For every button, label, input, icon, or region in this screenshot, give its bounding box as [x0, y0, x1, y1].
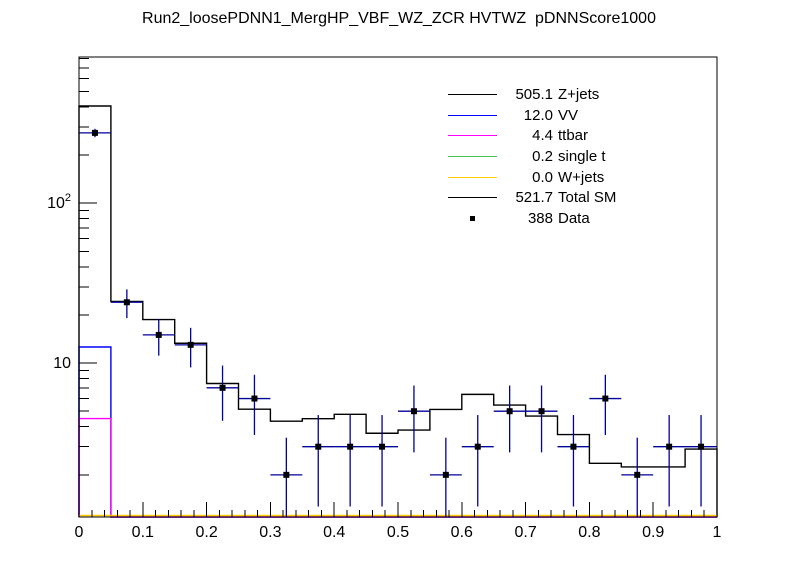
data-point-marker	[315, 443, 322, 450]
x-axis-tick-label: 0.5	[387, 524, 409, 541]
y-axis-tick-label: 102	[47, 192, 71, 212]
legend-entry-total-sm: 521.7 Total SM	[448, 187, 616, 208]
legend-line-swatch	[448, 197, 497, 199]
legend-entry-yield: 12.0	[523, 106, 553, 124]
legend-entry-w-jets: 0.0 W+jets	[448, 167, 616, 188]
data-point-marker	[155, 331, 162, 338]
x-axis-tick-label: 0.2	[195, 524, 217, 541]
data-point-marker	[506, 408, 513, 415]
data-point-marker	[91, 129, 98, 136]
data-point-marker	[219, 384, 226, 391]
legend-line-swatch	[448, 155, 497, 157]
plot-title: Run2_loosePDNN1_MergHP_VBF_WZ_ZCR HVTWZ …	[142, 10, 656, 27]
x-axis-tick-label: 0.1	[132, 524, 154, 541]
data-point-marker	[698, 443, 705, 450]
legend-entry-z-jets: 505.1 Z+jets	[448, 84, 616, 105]
data-point-marker	[666, 443, 673, 450]
data-point-marker	[283, 471, 290, 478]
data-point-marker	[442, 471, 449, 478]
legend-line-swatch	[448, 135, 497, 137]
legend-entry-label: Z+jets	[558, 85, 600, 103]
data-point-marker	[379, 443, 386, 450]
total-sm-histogram	[78, 105, 718, 517]
legend-entry-yield: 388	[527, 209, 553, 227]
x-axis-tick-label: 0.6	[451, 524, 473, 541]
legend-entry-yield: 0.2	[532, 147, 553, 165]
data-point-marker	[251, 395, 258, 402]
data-point-marker	[187, 341, 194, 348]
legend-entry-label: single t	[558, 147, 606, 165]
legend-entry-yield: 4.4	[532, 127, 553, 145]
x-axis-tick-label: 1	[713, 524, 722, 541]
data-point-marker	[123, 299, 130, 306]
plot-frame	[78, 56, 718, 518]
data-point-marker	[602, 395, 609, 402]
legend-entry-label: Data	[558, 209, 590, 227]
legend-entry-vv: 12.0 VV	[448, 105, 616, 126]
data-point-marker	[634, 471, 641, 478]
x-axis-tick-label: 0.3	[259, 524, 281, 541]
legend-entry-yield: 0.0	[532, 168, 553, 186]
legend-marker-swatch	[448, 215, 497, 221]
legend-entry-label: VV	[558, 106, 579, 124]
legend-entry-label: Total SM	[558, 189, 617, 207]
legend-entry-yield: 521.7	[515, 189, 553, 207]
legend-line-swatch	[448, 114, 497, 116]
x-axis-tick-label: 0.8	[578, 524, 600, 541]
legend-line-swatch	[448, 93, 497, 95]
data-point-marker	[347, 443, 354, 450]
legend-entry-label: W+jets	[558, 168, 605, 186]
legend: 505.1 Z+jets 12.0 VV 4.4 ttbar 0.2 single t 0.0 W…	[448, 84, 616, 229]
legend-entry-yield: 505.1	[515, 85, 553, 103]
legend-entry-single-t: 0.2 single t	[448, 146, 616, 167]
x-axis-tick-label: 0	[75, 524, 84, 541]
data-point-marker	[474, 443, 481, 450]
x-axis-tick-label: 0.9	[642, 524, 664, 541]
x-axis-tick-label: 0.4	[323, 524, 345, 541]
y-axis-tick-label: 10	[53, 355, 71, 372]
x-axis-tick-label: 0.7	[514, 524, 536, 541]
legend-line-swatch	[448, 176, 497, 178]
data-point-marker	[570, 443, 577, 450]
legend-entry-ttbar: 4.4 ttbar	[448, 125, 616, 146]
legend-entry-data: 388 Data	[448, 208, 616, 229]
legend-entry-label: ttbar	[558, 127, 589, 145]
data-point-marker	[410, 408, 417, 415]
data-point-marker	[538, 408, 545, 415]
